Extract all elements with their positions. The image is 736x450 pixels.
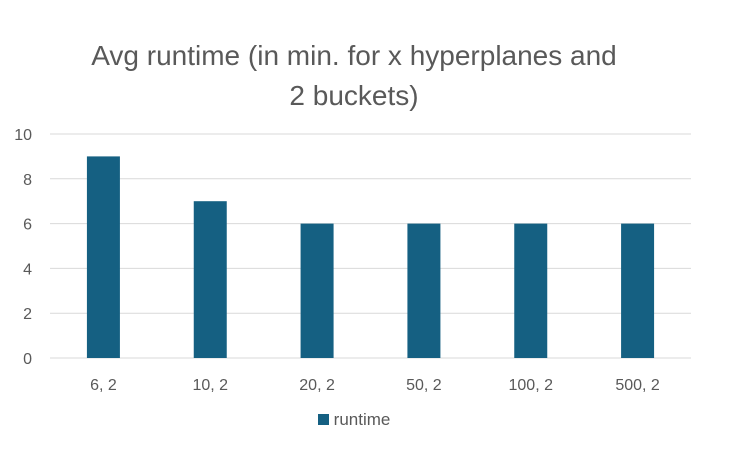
legend-swatch (317, 414, 329, 426)
bar-4 (407, 223, 441, 358)
y-tick-label: 2 (23, 306, 32, 323)
y-tick-label: 4 (23, 261, 32, 278)
bar-6 (621, 223, 655, 358)
x-tick-label: 10, 2 (192, 377, 228, 394)
bar-5 (514, 223, 548, 358)
x-tick-label: 6, 2 (90, 377, 117, 394)
x-tick-label: 50, 2 (406, 377, 442, 394)
legend-label: runtime (333, 410, 391, 429)
x-tick-label: 100, 2 (509, 377, 554, 394)
y-tick-label: 10 (14, 127, 32, 144)
bar-2 (193, 201, 227, 358)
bar-3 (300, 223, 334, 358)
bars (86, 156, 655, 358)
y-tick-label: 6 (23, 217, 32, 234)
y-tick-label: 0 (23, 351, 32, 368)
x-tick-label: 20, 2 (299, 377, 335, 394)
x-axis-ticks: 6, 2 10, 2 20, 2 50, 2 100, 2 500, 2 (90, 377, 660, 394)
bar-1 (86, 156, 120, 358)
gridlines (50, 133, 691, 359)
x-tick-label: 500, 2 (615, 377, 660, 394)
chart-title: Avg runtime (in min. for x hyperplanes a… (0, 36, 708, 116)
y-tick-label: 8 (23, 172, 32, 189)
y-axis-ticks: 0 2 4 6 8 10 (14, 127, 32, 368)
chart-title-line-1: Avg runtime (in min. for x hyperplanes a… (91, 40, 617, 71)
legend: runtime (0, 410, 708, 430)
chart-title-line-2: 2 buckets) (289, 80, 419, 111)
